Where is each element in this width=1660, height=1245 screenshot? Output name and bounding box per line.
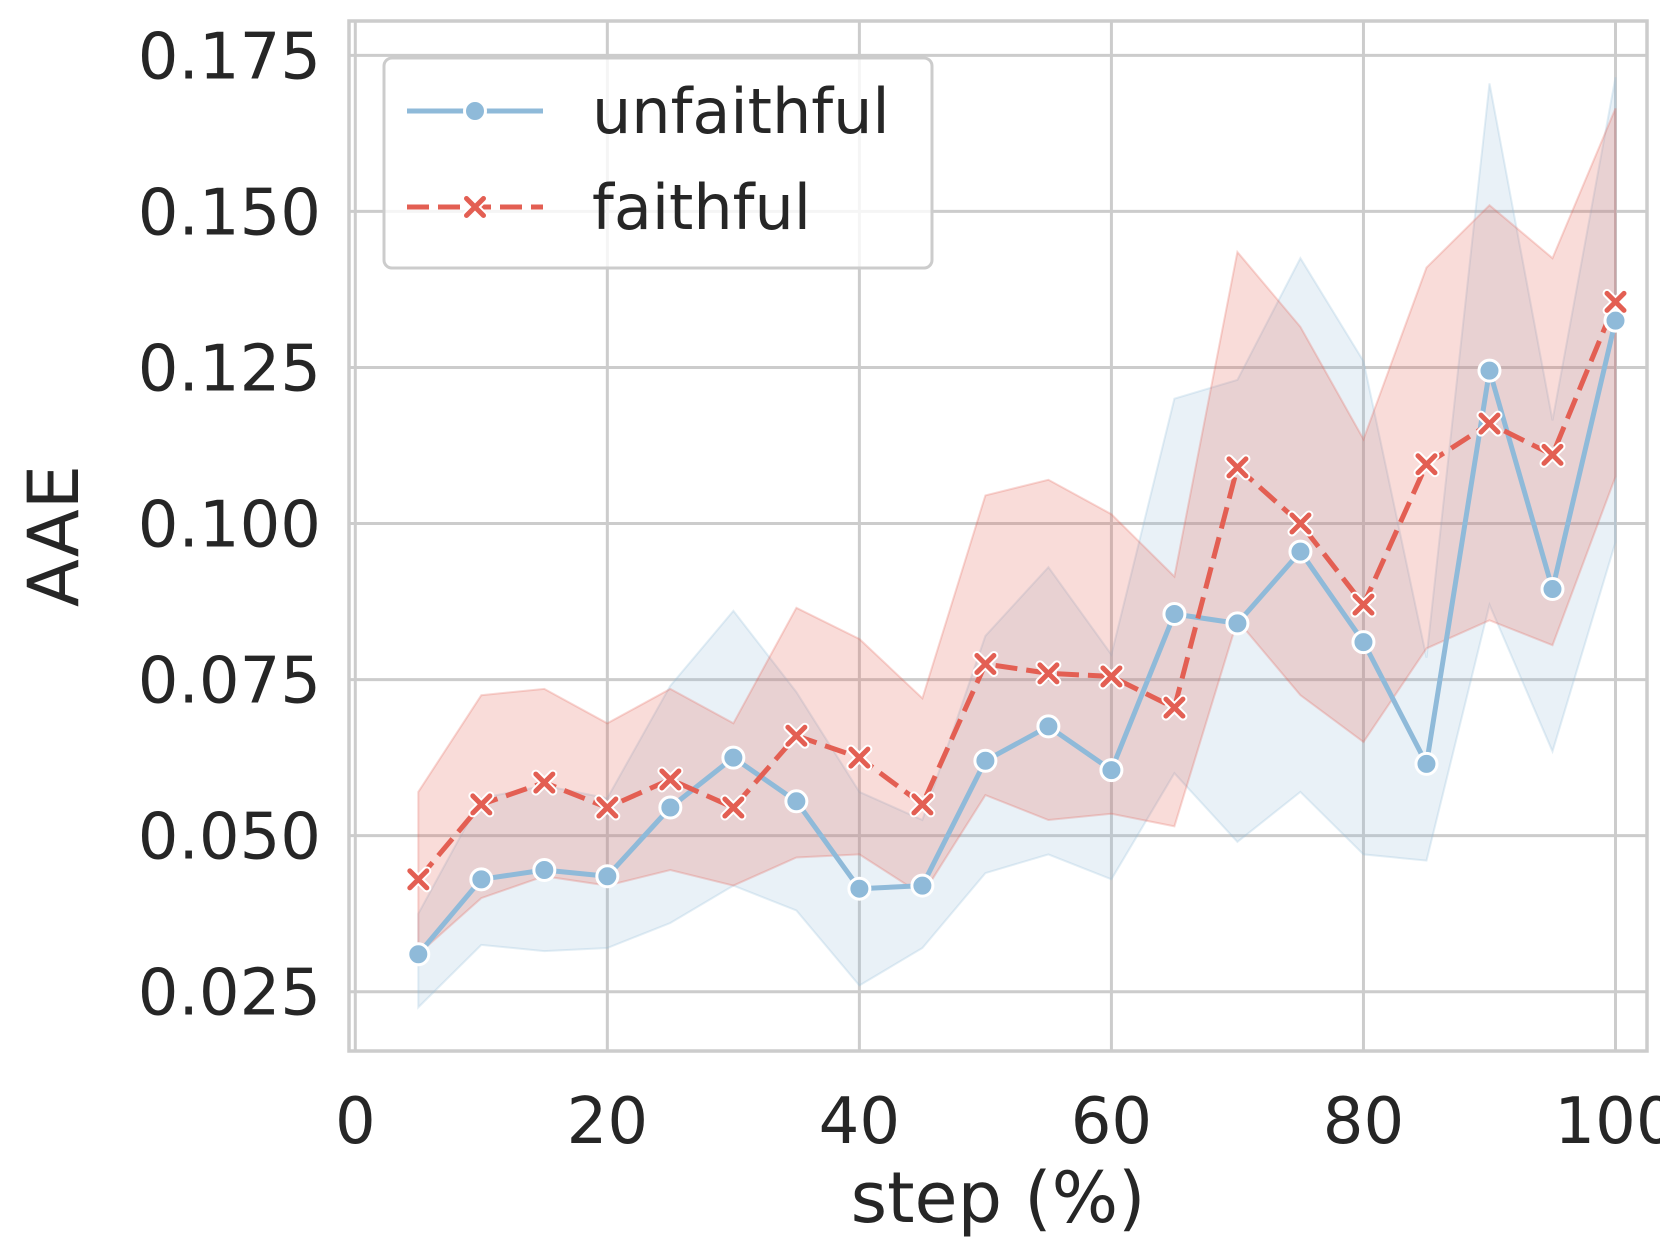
faithful-point <box>720 794 747 821</box>
unfaithful-point <box>1540 577 1565 602</box>
y-tick-label: 0.025 <box>138 957 321 1031</box>
legend-entry-unfaithful: unfaithful <box>407 75 890 148</box>
x-tick-label: 100 <box>1554 1085 1660 1159</box>
legend: unfaithful faithful <box>382 56 934 270</box>
faithful-point <box>531 769 558 796</box>
confidence-bands <box>417 77 1617 1010</box>
y-tick-label: 0.050 <box>138 801 321 875</box>
faithful-point <box>468 791 495 818</box>
x-tick-label: 20 <box>567 1085 648 1159</box>
unfaithful-point <box>973 748 998 773</box>
unfaithful-point <box>847 876 872 901</box>
legend-marker-faithful <box>464 196 486 218</box>
faithful-point <box>1098 663 1125 690</box>
y-tick-label: 0.150 <box>138 176 321 250</box>
faithful-point <box>1287 510 1314 537</box>
unfaithful-point <box>469 867 494 892</box>
legend-entry-faithful: faithful <box>407 171 811 244</box>
faithful-line <box>416 300 1618 881</box>
series-lines <box>415 300 1618 957</box>
legend-marker-unfaithful <box>463 99 487 123</box>
unfaithful-point <box>595 864 620 889</box>
faithful-point <box>1224 454 1251 481</box>
unfaithful-point <box>1351 630 1376 655</box>
unfaithful-point <box>784 789 809 814</box>
unfaithful-point <box>1603 308 1628 333</box>
y-tick-label: 0.075 <box>138 645 321 719</box>
unfaithful-point <box>1036 714 1061 739</box>
faithful-point <box>909 791 936 818</box>
faithful-point <box>1413 451 1440 478</box>
faithful-point <box>1602 288 1629 315</box>
y-axis-label: AAE <box>13 465 95 607</box>
legend-label-unfaithful: unfaithful <box>592 75 890 148</box>
x-tick-label: 60 <box>1071 1085 1152 1159</box>
unfaithful-confidence-band <box>417 77 1617 1010</box>
y-tick-label: 0.125 <box>138 332 321 406</box>
unfaithful-line <box>415 318 1618 957</box>
unfaithful-point <box>910 873 935 898</box>
y-tick-label: 0.175 <box>138 20 321 94</box>
unfaithful-point <box>532 857 557 882</box>
faithful-point <box>1161 694 1188 721</box>
faithful-point <box>783 722 810 749</box>
faithful-point <box>846 744 873 771</box>
unfaithful-point <box>1099 758 1124 783</box>
unfaithful-point <box>1477 358 1502 383</box>
unfaithful-point <box>658 795 683 820</box>
y-tick-label: 0.100 <box>138 489 321 563</box>
legend-label-faithful: faithful <box>592 171 811 244</box>
series-markers <box>405 288 1629 967</box>
x-tick-label: 0 <box>335 1085 376 1159</box>
faithful-point <box>405 866 432 893</box>
faithful-point <box>1350 591 1377 618</box>
unfaithful-point <box>406 942 431 967</box>
unfaithful-point <box>721 745 746 770</box>
tick-labels: 0 20 40 60 80 100 0.025 0.050 0.075 0.100 0.125 0.1… <box>138 20 1660 1159</box>
faithful-point <box>1035 660 1062 687</box>
unfaithful-point <box>1288 539 1313 564</box>
unfaithful-point <box>1414 751 1439 776</box>
unfaithful-point <box>1162 602 1187 627</box>
faithful-point <box>594 794 621 821</box>
x-tick-label: 40 <box>819 1085 900 1159</box>
faithful-point <box>972 650 999 677</box>
faithful-point <box>657 766 684 793</box>
faithful-point <box>1539 441 1566 468</box>
x-tick-label: 80 <box>1323 1085 1404 1159</box>
faithful-confidence-band <box>417 108 1617 957</box>
faithful-point <box>1476 410 1503 437</box>
x-axis-label: step (%) <box>851 1157 1146 1239</box>
unfaithful-point <box>1225 611 1250 636</box>
plot-frame <box>347 19 1649 1053</box>
